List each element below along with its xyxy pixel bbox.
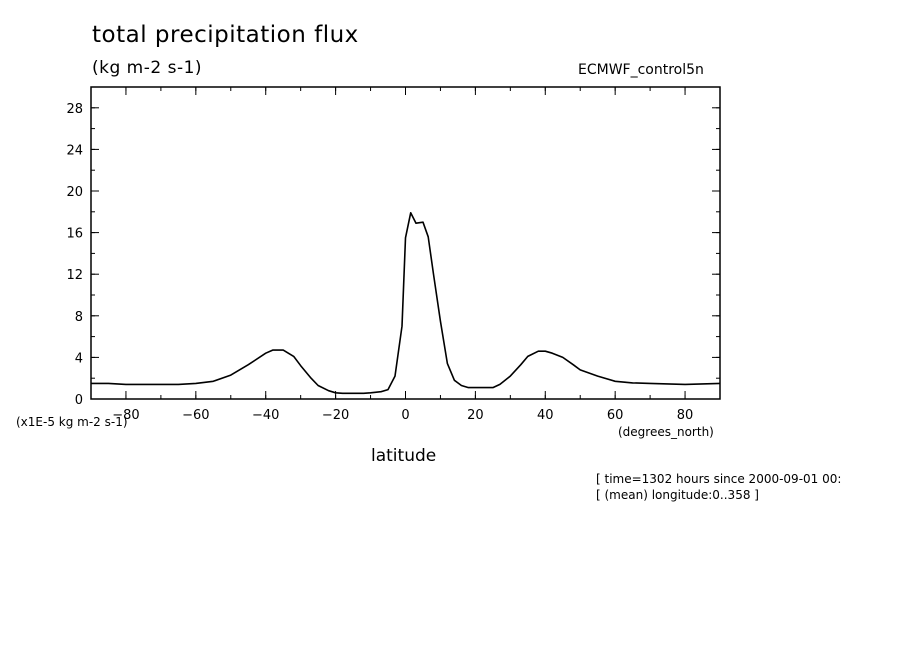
y-scale-label: (x1E-5 kg m-2 s-1) [16,415,128,429]
x-tick-label: −60 [182,408,209,423]
y-tick-label: 12 [66,268,83,283]
y-tick-label: 24 [66,143,83,158]
y-tick-label: 4 [75,351,83,366]
x-tick-label: 80 [677,408,694,423]
dataset-label: ECMWF_control5n [578,62,704,78]
x-tick-label: 40 [537,408,554,423]
y-tick-label: 16 [66,227,83,242]
y-tick-label: 8 [75,310,83,325]
x-tick-label: −20 [322,408,349,423]
units-label: (kg m-2 s-1) [92,58,203,78]
x-units-label: (degrees_north) [618,425,714,439]
y-tick-label: 0 [75,393,83,408]
time-info: [ time=1302 hours since 2000-09-01 00: [596,472,842,486]
x-tick-label: 60 [607,408,624,423]
chart-title: total precipitation flux [92,22,359,48]
series-line-0 [91,212,721,395]
y-tick-label: 28 [66,102,83,117]
y-tick-label: 20 [66,185,83,200]
longitude-info: [ (mean) longitude:0..358 ] [596,488,759,502]
x-tick-label: 20 [467,408,484,423]
x-tick-label: −80 [112,408,139,423]
x-tick-label: 0 [401,408,409,423]
x-tick-label: −40 [252,408,279,423]
x-axis-label: latitude [371,446,437,466]
